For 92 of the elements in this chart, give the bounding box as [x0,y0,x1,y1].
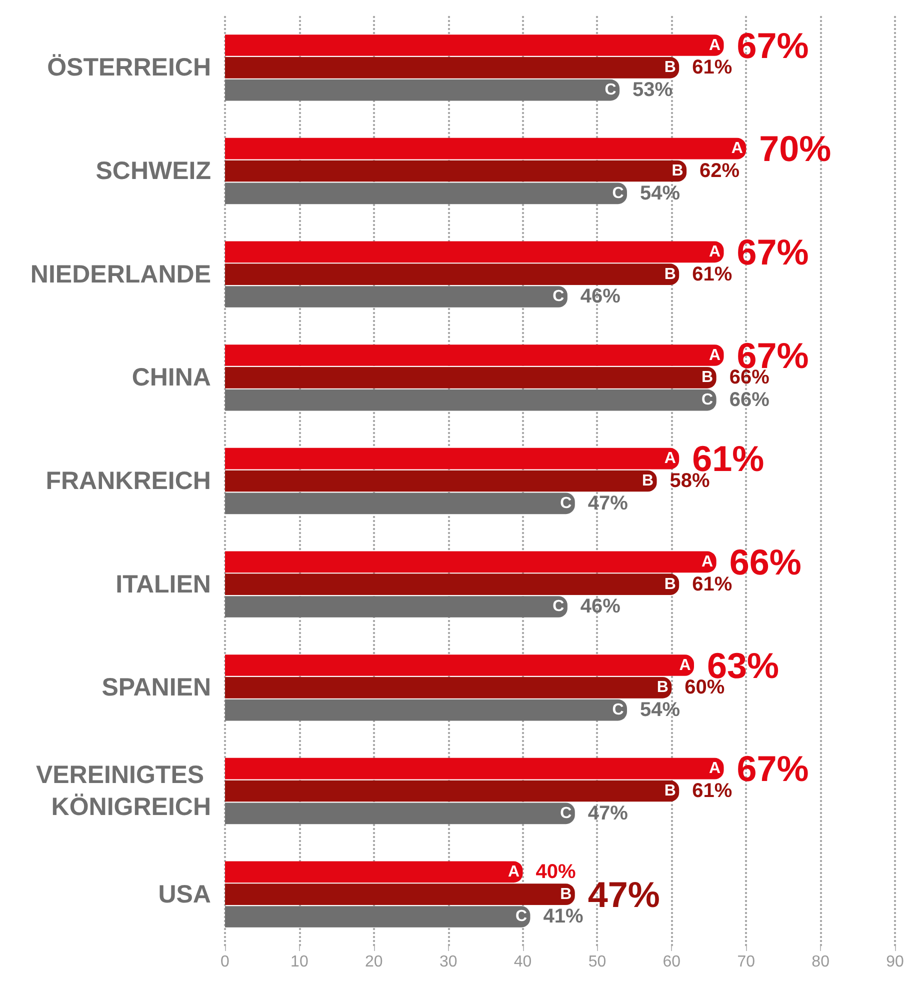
bar [225,699,627,721]
series-label: B [560,886,572,903]
y-tick-label: ÖSTERREICH [47,54,211,82]
bar [225,906,530,928]
x-tick-label: 50 [588,954,606,970]
bar [225,551,716,573]
bar [225,34,724,56]
data-label: 67% [736,24,809,66]
text: A [731,140,743,158]
text: C [515,908,528,926]
x-tick-label: 80 [812,954,830,970]
bar [225,780,680,802]
text: C [552,288,564,306]
data-label: 70% [759,128,832,170]
data-label: 47% [588,492,628,514]
bar [225,574,680,595]
text: B [664,782,676,800]
text: B [656,679,668,696]
text: B [664,266,676,283]
data-label: 67% [736,748,809,790]
bar [225,596,568,618]
bar [225,492,575,514]
data-label: 66% [729,389,770,412]
data-label: 46% [580,286,621,308]
text: C [560,494,572,512]
y-tick-label: CHINA [132,364,211,392]
bar [225,344,724,366]
bar [225,367,716,388]
text: B [664,576,676,593]
y-tick-label: FRANKREICH [46,467,211,495]
series-label: A [508,863,520,880]
y-tick-label: USA [158,880,211,908]
text: B [672,162,684,180]
data-label: 47% [588,802,628,824]
y-tick-label: SPANIEN [102,674,211,702]
bar [225,470,657,492]
bar [225,654,694,676]
y-tick-label: ITALIEN [116,570,211,598]
data-label: 67% [736,231,809,272]
bar [225,79,620,101]
text: B [642,472,654,490]
text: A [664,450,676,468]
x-tick-label: 40 [514,954,532,970]
bar [225,861,523,883]
text: A [702,553,714,570]
x-tick-label: 60 [662,954,681,970]
x-tick-label: 20 [364,954,383,970]
text: B [664,59,676,76]
text: C [702,392,714,409]
series-label: C [560,804,572,822]
data-label: 40% [536,860,576,883]
bar [225,241,724,263]
x-tick-label: 70 [737,954,756,970]
text: C [612,702,624,719]
bar [225,182,627,204]
data-label: 61% [692,780,732,802]
text: A [708,760,721,778]
x-tick-label: 30 [439,954,458,970]
bar [225,57,680,78]
bar [225,160,687,182]
bar [225,448,680,470]
bar [225,264,680,285]
text: A [708,346,721,364]
y-tick-label: VEREINIGTES KÖNIGREICH [36,761,211,821]
data-label: 62% [700,160,740,182]
text: B [702,369,714,386]
y-tick-label: NIEDERLANDE [30,260,211,288]
data-label: 54% [640,699,680,722]
bar [225,138,746,160]
text: C [604,82,616,99]
data-label: 46% [580,596,621,618]
bar [225,758,724,780]
data-label: 54% [640,182,680,204]
data-label: 53% [632,79,673,102]
x-tick-label: 90 [886,954,904,970]
text: A [708,243,721,260]
text: A [679,656,691,674]
data-label: 61% [692,263,732,286]
bar [225,884,575,905]
bar [225,802,575,824]
data-label: 61% [692,56,732,79]
x-tick-label: 0 [220,954,230,970]
data-label: 41% [543,906,584,928]
text: C [612,184,624,202]
x-tick-label: 10 [290,954,308,970]
data-label: 47% [588,874,660,915]
bar [225,286,568,308]
y-tick-label: SCHWEIZ [96,157,211,185]
bar [225,677,672,698]
text: C [552,598,564,616]
text: A [708,36,721,54]
bar [225,389,716,411]
